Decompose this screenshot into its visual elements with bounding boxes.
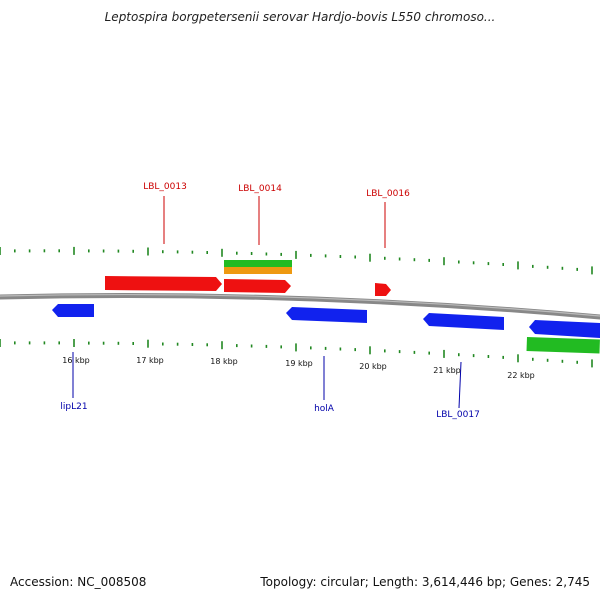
scale-label-16kbp: 16 kbp <box>62 356 90 365</box>
scale-label-19kbp: 19 kbp <box>285 359 313 368</box>
gene-arrow-lbl-0016[interactable] <box>375 283 391 296</box>
gene-arrow-lbl-0013[interactable] <box>105 276 222 291</box>
label-line-lbl-0017 <box>458 361 462 409</box>
feature-bar-orange-top[interactable] <box>224 267 292 274</box>
scale-label-18kbp: 18 kbp <box>210 357 238 366</box>
gene-arrow-lipl21[interactable] <box>52 304 94 317</box>
chromosome-backbone <box>0 293 600 320</box>
topology-summary-text: Topology: circular; Length: 3,614,446 bp… <box>260 575 590 589</box>
gene-label-hola: holA <box>314 404 335 414</box>
chromosome-backbone-highlight <box>0 293 600 317</box>
gene-label-lbl-0013: LBL_0013 <box>143 182 187 192</box>
gene-label-lbl-0016: LBL_0016 <box>366 189 410 199</box>
feature-bar-green-bottom[interactable] <box>526 337 600 354</box>
gene-arrow-lbl-0017[interactable] <box>423 313 504 330</box>
scale-label-17kbp: 17 kbp <box>136 356 164 365</box>
gene-label-lipl21: lipL21 <box>60 402 87 412</box>
map-title: Leptospira borgpetersenii serovar Hardjo… <box>104 10 496 24</box>
tick-track-bottom <box>0 339 593 368</box>
gene-arrow-lbl-0018[interactable] <box>529 320 600 338</box>
accession-text: Accession: NC_008508 <box>10 575 147 589</box>
gene-arrow-lbl-0014[interactable] <box>224 279 291 293</box>
gene-arrow-hola[interactable] <box>286 307 367 323</box>
feature-bar-green-top[interactable] <box>224 260 292 267</box>
scale-label-20kbp: 20 kbp <box>359 362 387 371</box>
scale-label-21kbp: 21 kbp <box>433 366 461 375</box>
tick-track-top <box>0 246 593 275</box>
gene-label-lbl-0017: LBL_0017 <box>436 410 480 420</box>
gene-label-lbl-0014: LBL_0014 <box>238 184 282 194</box>
scale-label-22kbp: 22 kbp <box>507 371 535 380</box>
